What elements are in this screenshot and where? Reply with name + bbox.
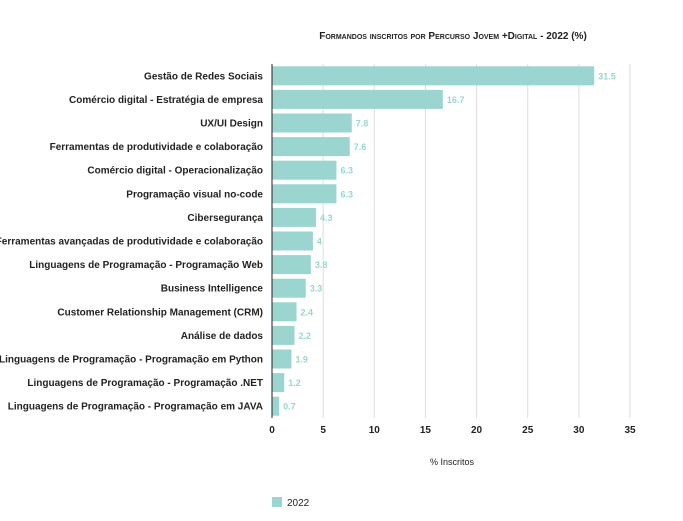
data-label: 3.8 — [315, 260, 328, 270]
x-tick-label: 0 — [269, 425, 275, 436]
category-label: Análise de dados — [181, 331, 264, 342]
category-labels: Gestão de Redes Sociais Comércio digital … — [0, 71, 263, 412]
data-label: 0.7 — [283, 402, 296, 412]
x-tick-label: 15 — [420, 425, 432, 436]
x-tick-label: 10 — [369, 425, 381, 436]
data-label: 16.7 — [447, 95, 465, 105]
bars — [272, 66, 595, 416]
chart-title: Formandos inscritos por Percurso Jovem +… — [319, 31, 587, 42]
bar — [272, 89, 443, 109]
category-label: Business Intelligence — [161, 284, 264, 295]
bar — [272, 278, 306, 298]
x-tick-label: 5 — [320, 425, 326, 436]
grid-lines — [322, 64, 631, 418]
legend-label: 2022 — [287, 498, 310, 509]
bar — [272, 137, 350, 157]
data-label: 3.3 — [310, 284, 323, 294]
x-tick-label: 30 — [573, 425, 585, 436]
x-tick-label: 25 — [522, 425, 534, 436]
data-label: 7.6 — [354, 142, 367, 152]
bar — [272, 349, 292, 369]
data-label: 1.2 — [288, 378, 301, 388]
bar — [272, 325, 295, 345]
category-label: Linguagens de Programação - Programação … — [0, 355, 263, 366]
bar — [272, 160, 337, 180]
category-label: Cibersegurança — [187, 213, 263, 224]
category-label: Linguagens de Programação - Programação … — [27, 378, 263, 389]
bar — [272, 113, 352, 133]
bar — [272, 207, 316, 227]
bar — [272, 396, 280, 416]
data-label: 2.2 — [299, 331, 312, 341]
legend-swatch — [272, 497, 282, 507]
x-tick-labels: 0 5 10 15 20 25 30 35 — [269, 425, 636, 436]
category-label: Customer Relationship Management (CRM) — [57, 307, 263, 318]
data-label: 7.8 — [356, 119, 369, 129]
data-labels: 31.5 16.7 7.8 7.6 6.3 6.3 4.3 4 3.8 3.3 2.4 2.2 1.9 1… — [283, 71, 616, 411]
bar — [272, 184, 337, 204]
data-label: 4 — [317, 237, 322, 247]
bar — [272, 66, 595, 86]
bar — [272, 255, 311, 275]
category-label: Comércio digital - Operacionalização — [87, 166, 263, 177]
category-label: Ferramentas de produtividade e colaboraç… — [50, 142, 263, 153]
data-label: 2.4 — [301, 307, 314, 317]
data-label: 6.3 — [340, 189, 353, 199]
x-axis-label: % Inscritos — [430, 457, 475, 467]
legend: 2022 — [272, 497, 310, 509]
bar — [272, 373, 285, 393]
x-tick-label: 20 — [471, 425, 483, 436]
category-label: Programação visual no-code — [126, 189, 263, 200]
data-label: 31.5 — [598, 71, 616, 81]
x-tick-label: 35 — [624, 425, 636, 436]
category-label: Gestão de Redes Sociais — [144, 71, 263, 82]
bar — [272, 231, 313, 251]
category-label: UX/UI Design — [200, 119, 263, 130]
category-label: Linguagens de Programação - Programação … — [29, 260, 263, 271]
category-label: Ferramentas avançadas de produtividade e… — [0, 237, 263, 248]
bar — [272, 302, 297, 322]
data-label: 6.3 — [340, 166, 353, 176]
data-label: 1.9 — [295, 355, 308, 365]
category-label: Linguagens de Programação - Programação … — [8, 402, 263, 413]
data-label: 4.3 — [320, 213, 333, 223]
category-label: Comércio digital - Estratégia de empresa — [69, 95, 263, 106]
